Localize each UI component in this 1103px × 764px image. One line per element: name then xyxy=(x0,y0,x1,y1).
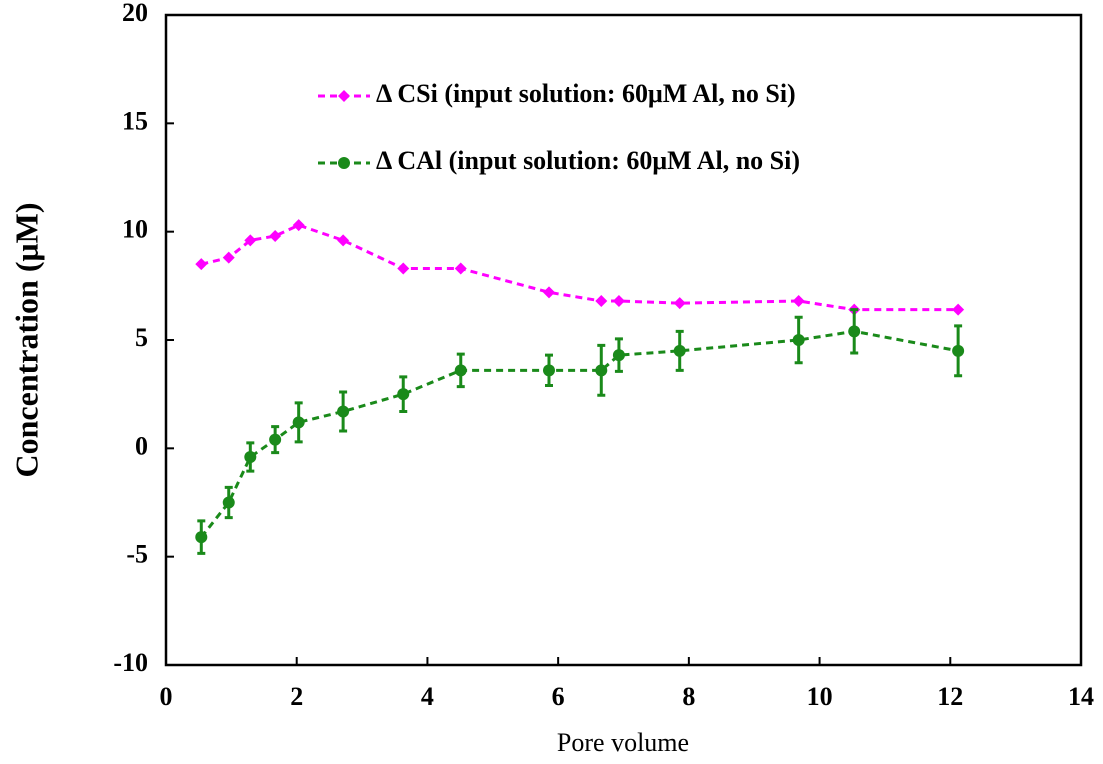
y-tick-label: 0 xyxy=(135,431,148,460)
x-tick-label: 8 xyxy=(682,682,695,711)
data-point xyxy=(673,297,686,310)
data-point xyxy=(292,219,305,232)
data-point xyxy=(397,262,410,275)
y-tick-label: 15 xyxy=(122,106,148,135)
data-point xyxy=(542,364,555,377)
x-axis-label: Pore volume xyxy=(557,728,689,757)
data-point xyxy=(612,295,625,307)
legend-marker xyxy=(338,157,350,169)
data-point xyxy=(269,230,282,242)
x-tick-label: 6 xyxy=(552,682,565,711)
x-tick-label: 10 xyxy=(807,682,833,711)
data-point xyxy=(952,303,965,316)
series-line xyxy=(200,329,959,539)
y-tick-label: 5 xyxy=(135,323,148,352)
y-tick-label: 20 xyxy=(122,0,148,27)
data-point xyxy=(848,325,861,338)
data-point xyxy=(269,433,282,446)
data-point xyxy=(792,334,805,346)
x-tick-label: 12 xyxy=(937,682,963,711)
series-line xyxy=(200,223,959,312)
data-point xyxy=(222,251,235,264)
data-point xyxy=(292,416,305,429)
plot-frame xyxy=(164,13,1083,667)
x-tick-label: 0 xyxy=(160,682,173,711)
y-tick-label: -5 xyxy=(126,540,148,569)
data-point xyxy=(195,531,208,544)
legend-label: Δ CSi (input solution: 60μM Al, no Si) xyxy=(376,79,796,108)
data-point xyxy=(195,258,208,271)
data-point xyxy=(454,364,467,377)
x-tick-label: 2 xyxy=(290,682,303,711)
data-point xyxy=(595,364,608,377)
y-tick-label: 10 xyxy=(122,215,148,244)
y-axis-label: Concentration (μM) xyxy=(8,203,44,478)
legend-label: Δ CAl (input solution: 60μM Al, no Si) xyxy=(376,146,800,175)
data-point xyxy=(612,349,625,362)
data-point xyxy=(244,451,257,463)
data-point xyxy=(542,286,555,299)
data-point xyxy=(673,344,686,357)
data-point xyxy=(595,295,608,307)
x-tick-label: 14 xyxy=(1068,682,1094,711)
legend-marker xyxy=(338,90,350,102)
data-point xyxy=(222,496,235,509)
y-tick-label: -10 xyxy=(113,648,148,677)
data-point xyxy=(337,405,350,418)
data-point xyxy=(454,262,467,275)
data-point xyxy=(792,295,805,307)
data-point xyxy=(952,344,965,357)
data-point xyxy=(337,234,350,247)
data-point xyxy=(397,388,410,401)
x-tick-label: 4 xyxy=(421,682,434,711)
data-point xyxy=(244,234,257,247)
